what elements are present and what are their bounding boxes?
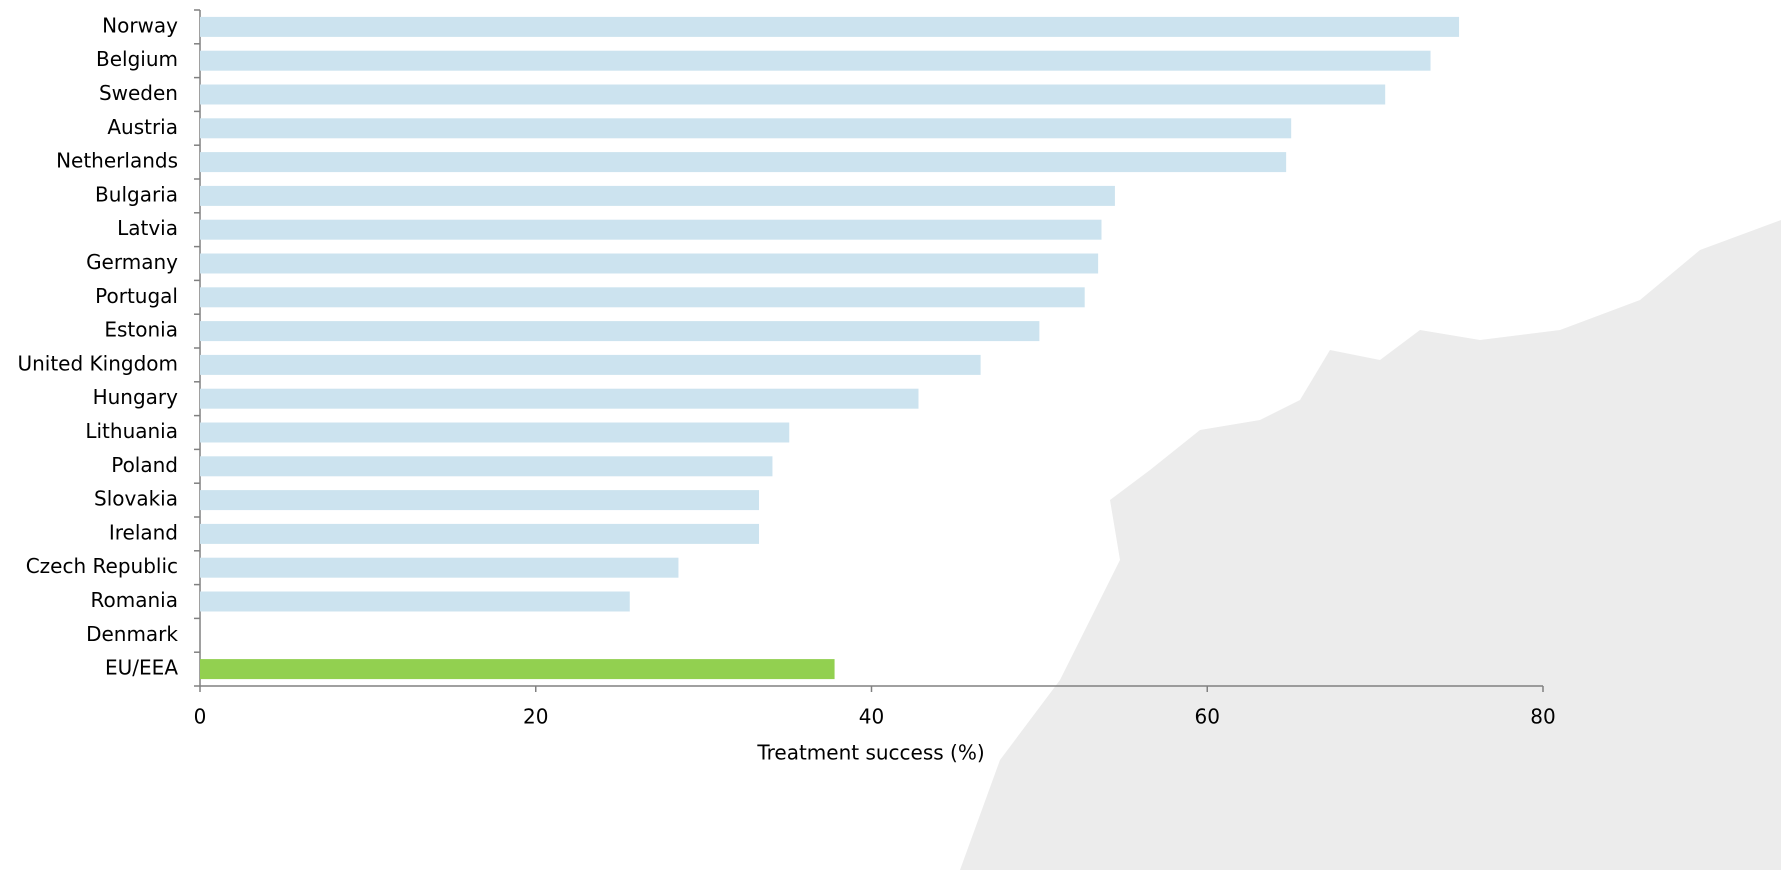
y-tick-label: Slovakia [94,487,178,511]
bar [200,456,773,477]
bar [200,50,1431,71]
y-tick-label: Denmark [86,622,178,646]
bar [200,388,919,409]
y-tick-label: Belgium [96,47,178,71]
y-tick-label: Netherlands [56,149,178,173]
bar [200,557,679,578]
y-tick-label: Hungary [93,385,179,409]
bar [200,591,630,612]
bar [200,118,1292,139]
bar [200,321,1040,342]
bar [200,253,1099,274]
y-tick-label: Romania [91,588,178,612]
bar [200,219,1102,240]
y-tick-label: Austria [107,115,178,139]
bar [200,185,1115,206]
background-map [960,220,1781,870]
x-axis-label: Treatment success (%) [756,741,984,765]
bar [200,84,1386,105]
x-tick-label: 80 [1530,705,1555,729]
y-tick-label: Norway [102,13,178,37]
y-tick-label: Sweden [99,81,178,105]
x-tick-label: 60 [1195,705,1220,729]
y-tick-label: EU/EEA [105,656,178,680]
x-tick-label: 0 [194,705,207,729]
y-tick-label: Germany [86,250,178,274]
x-tick-label: 20 [523,705,548,729]
bar [200,659,835,680]
y-tick-label: Bulgaria [95,182,178,206]
bar [200,523,760,544]
y-tick-label: Estonia [104,318,178,342]
x-tick-label: 40 [859,705,884,729]
bar [200,422,790,443]
y-tick-label: Latvia [117,216,178,240]
y-tick-label: Portugal [95,284,178,308]
bar [200,354,981,375]
y-tick-label: Poland [111,453,178,477]
y-tick-label: Czech Republic [26,554,178,578]
bar [200,287,1085,308]
y-tick-label: Lithuania [85,419,178,443]
y-tick-label: United Kingdom [17,351,178,375]
y-tick-label: Ireland [109,520,178,544]
bar [200,490,760,511]
bar [200,16,1460,37]
bar [200,152,1287,173]
